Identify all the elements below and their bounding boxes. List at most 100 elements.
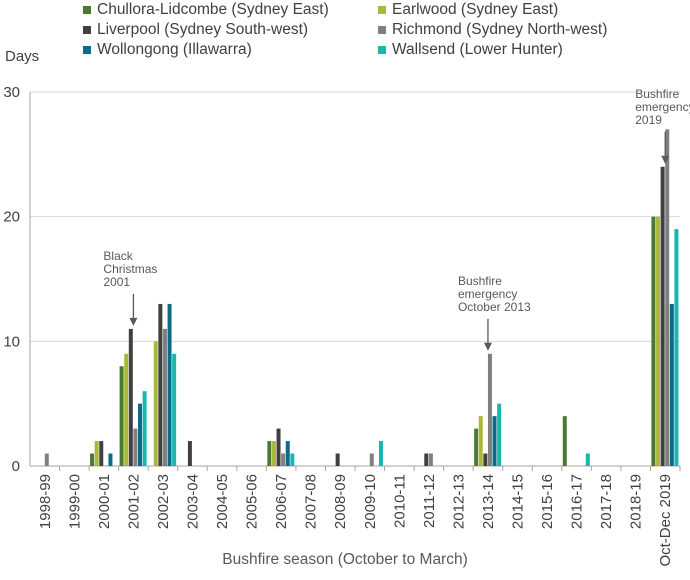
bar [487,353,492,466]
x-tick-label: 1999-00 [66,474,83,529]
y-tick-label: 30 [3,84,20,101]
annotation-text: emergency [458,287,517,301]
legend-label: Liverpool (Sydney South-west) [97,21,309,38]
x-tick-label: 2011-12 [421,474,438,528]
x-tick-label: 2017-18 [598,474,615,529]
bar [378,441,383,466]
bar [290,453,295,466]
annotation-arrowhead [483,342,492,351]
legend-label: Earlwood (Sydney East) [392,1,559,18]
bar [172,353,177,466]
x-tick-label: Oct-Dec 2019 [657,474,674,567]
legend-swatch [83,6,91,14]
bar [153,341,158,466]
bar [660,166,665,467]
bar [424,453,429,466]
bar [674,229,679,466]
bar [562,416,567,466]
bar [128,328,133,466]
bar [271,441,276,466]
bar [44,453,49,466]
x-tick-label: 2004-05 [214,474,231,529]
bar [478,416,483,466]
x-tick-label: 2006-07 [273,474,290,529]
bar [483,453,488,466]
x-tick-label: 2001-02 [125,474,142,529]
legend-label: Wallsend (Lower Hunter) [392,41,563,58]
bar [138,403,143,466]
bar [99,441,104,466]
legend-swatch [83,26,91,34]
x-tick-label: 2015-16 [539,474,556,529]
bar [167,303,172,466]
bar [158,303,163,466]
bar [119,366,124,466]
annotation-text: Christmas [103,262,157,276]
legend-item: Wollongong (Illawarra) [83,40,252,60]
legend-item: Wallsend (Lower Hunter) [378,40,563,60]
x-tick-label: 2003-04 [185,474,202,529]
bar [281,453,286,466]
legend-item: Liverpool (Sydney South-west) [83,20,308,40]
x-axis-label: Bushfire season (October to March) [222,551,468,568]
annotation-text: 2019 [635,113,662,127]
bar [651,216,656,466]
x-tick-label: 2010-11 [391,474,408,528]
x-tick-label: 2000-01 [96,474,113,529]
bar [133,428,138,466]
bar [665,129,670,466]
bar [285,441,290,466]
bar [142,391,147,466]
legend-swatch [378,6,386,14]
bar [90,453,95,466]
legend-label: Chullora-Lidcombe (Sydney East) [97,1,329,18]
x-tick-label: 2012-13 [450,474,467,529]
annotation-text: Bushfire [635,87,679,101]
y-tick-label: 0 [12,458,20,475]
bar [656,216,661,466]
legend-label: Wollongong (Illawarra) [97,41,252,58]
annotation-arrowhead [129,317,138,326]
x-tick-label: 2009-10 [362,474,379,529]
bar [492,416,497,466]
legend-swatch [83,46,91,54]
legend-item: Richmond (Sydney North-west) [378,20,607,40]
x-tick-label: 2007-08 [303,474,320,529]
bar [585,453,590,466]
legend-swatch [378,26,386,34]
x-tick-label: 2013-14 [480,474,497,529]
legend-item: Chullora-Lidcombe (Sydney East) [83,0,329,20]
x-tick-label: 2018-19 [628,474,645,529]
bar [335,453,340,466]
bar [428,453,433,466]
bar [369,453,374,466]
bar [162,328,167,466]
bar [94,441,99,466]
bar [474,428,479,466]
legend-swatch [378,46,386,54]
x-tick-label: 2008-09 [332,474,349,529]
bar [669,303,674,466]
bar [124,353,129,466]
bar [267,441,272,466]
x-tick-label: 2016-17 [569,474,586,529]
bar [497,403,502,466]
y-tick-label: 10 [3,333,20,350]
x-tick-label: 2005-06 [244,474,261,529]
annotation-text: Black [103,249,133,263]
x-tick-label: 2002-03 [155,474,172,529]
annotation-arrowhead [661,155,670,164]
legend-label: Richmond (Sydney North-west) [392,21,608,38]
y-tick-label: 20 [3,209,20,226]
annotation-text: 2001 [103,275,130,289]
bar [276,428,281,466]
y-axis-label: Days [5,48,40,65]
x-tick-label: 1998-99 [37,474,54,529]
bar [108,453,113,466]
bar [187,441,192,466]
legend-item: Earlwood (Sydney East) [378,0,558,20]
annotation-text: October 2013 [458,300,531,314]
annotation-text: Bushfire [458,274,502,288]
legend: Chullora-Lidcombe (Sydney East) Earlwood … [83,1,683,64]
